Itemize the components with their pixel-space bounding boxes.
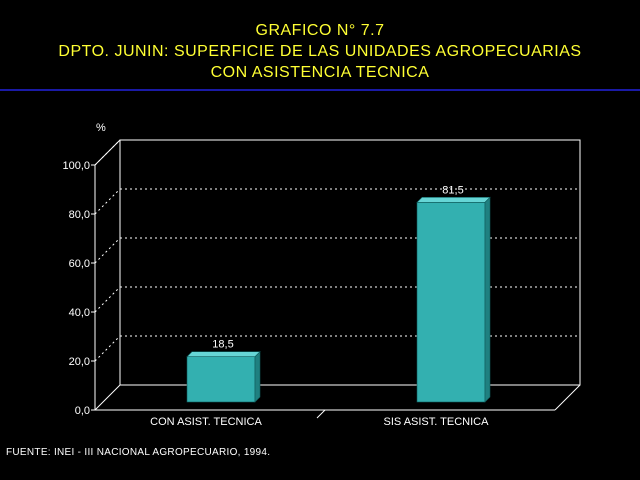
data-label: 18,5 <box>212 339 233 351</box>
gridline-depth <box>94 237 121 264</box>
bar-front <box>186 356 256 403</box>
gridline-depth <box>94 188 121 215</box>
chart-title: GRAFICO N° 7.7 DPTO. JUNIN: SUPERFICIE D… <box>0 20 640 83</box>
y-axis-ticks: 0,0 20,0 40,0 60,0 80,0 100,0 <box>62 160 326 419</box>
chart-title-line-2: DPTO. JUNIN: SUPERFICIE DE LAS UNIDADES … <box>58 43 582 60</box>
bar-side <box>254 350 261 403</box>
x-tick-label: CON ASIST. TECNICA <box>150 416 262 428</box>
gridline-depth <box>94 139 121 166</box>
chart-title-line-3: CON ASISTENCIA TECNICA <box>210 64 430 81</box>
y-tick-label: 100,0 <box>62 160 90 172</box>
back-wall <box>119 139 581 386</box>
bars <box>186 196 491 403</box>
title-divider <box>0 89 640 91</box>
y-tick-label: 40,0 <box>69 307 90 319</box>
bar-top <box>186 351 261 357</box>
y-tick-label: 80,0 <box>69 209 90 221</box>
chart-title-line-1: GRAFICO N° 7.7 <box>255 22 385 39</box>
floor-left-edge <box>94 384 121 411</box>
floor-right-edge <box>554 384 581 411</box>
data-labels: 18,5 81,5 <box>212 184 463 350</box>
bar-side <box>484 196 491 403</box>
x-tick-label: SIS ASIST. TECNICA <box>384 416 490 428</box>
y-tick-label: 20,0 <box>69 356 90 368</box>
data-label: 81,5 <box>442 184 463 196</box>
gridline-depth <box>94 286 121 313</box>
bar <box>186 350 261 403</box>
x-tick-mark <box>316 409 326 419</box>
y-axis-label: % <box>96 122 106 134</box>
bar-top <box>416 197 491 203</box>
gridlines <box>94 139 580 362</box>
y-tick-label: 60,0 <box>69 258 90 270</box>
y-tick-label: 0,0 <box>75 405 90 417</box>
chart-frame <box>94 139 581 411</box>
x-axis-labels: CON ASIST. TECNICA SIS ASIST. TECNICA <box>150 416 489 428</box>
source-note: FUENTE: INEI - III NACIONAL AGROPECUARIO… <box>6 447 271 458</box>
bar-front <box>416 202 486 403</box>
gridline-depth <box>94 335 121 362</box>
bar <box>416 196 491 403</box>
